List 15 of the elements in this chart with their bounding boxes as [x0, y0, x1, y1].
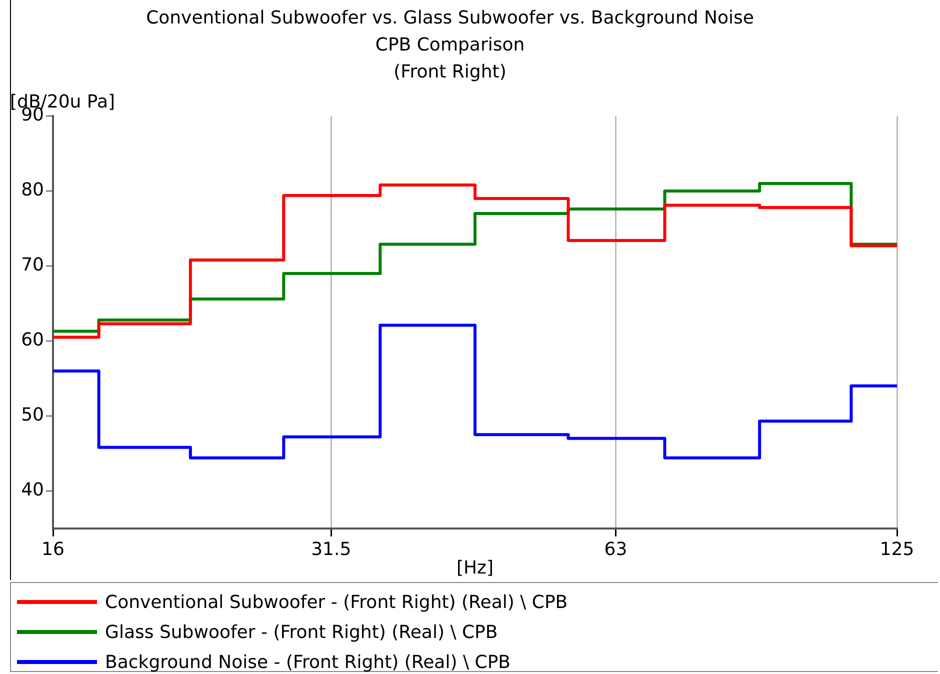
y-tick-label: 80	[21, 180, 44, 201]
chart-title: Conventional Subwoofer vs. Glass Subwoofer vs. Background Noise	[146, 8, 754, 29]
legend-label: Background Noise - (Front Right) (Real) \ CPB	[105, 652, 511, 672]
y-tick-label: 50	[21, 404, 44, 426]
chart-subtitle: CPB Comparison (Front Right)	[375, 34, 525, 83]
legend-label: Conventional Subwoofer - (Front Right) (Real) \ CPB	[105, 592, 568, 612]
y-tick-label: 70	[21, 254, 44, 276]
x-tick-label: 125	[880, 538, 914, 560]
x-tick-label: 16	[42, 538, 64, 560]
y-tick-label: 40	[21, 480, 44, 501]
y-tick-label: 60	[21, 330, 44, 351]
x-tick-label: 63	[604, 538, 628, 560]
x-axis-title: [Hz]	[456, 558, 494, 579]
x-tick-label: 31.5	[311, 538, 352, 560]
legend-label: Glass Subwoofer - (Front Right) (Real) \ CPB	[105, 622, 498, 642]
